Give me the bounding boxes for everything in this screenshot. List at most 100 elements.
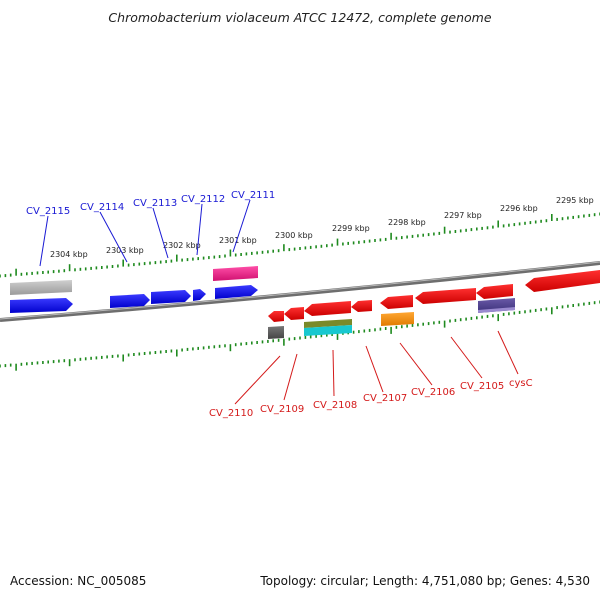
tick-label: 2297 kbp bbox=[444, 211, 482, 220]
gene-label[interactable]: cysC bbox=[509, 378, 533, 389]
gene-arrow-cv2109[interactable] bbox=[284, 307, 304, 320]
gene-label[interactable]: CV_2108 bbox=[313, 400, 357, 411]
gene-label[interactable]: CV_2115 bbox=[26, 206, 70, 217]
minor-tick bbox=[42, 271, 44, 274]
minor-tick bbox=[492, 314, 494, 318]
minor-tick bbox=[545, 307, 548, 311]
leader-line bbox=[450, 336, 483, 379]
minor-tick bbox=[101, 355, 103, 359]
minor-tick bbox=[4, 364, 7, 368]
major-tick bbox=[283, 244, 285, 252]
gene-arrow-cv2107[interactable] bbox=[351, 300, 372, 312]
leader-line bbox=[39, 215, 49, 267]
minor-tick bbox=[449, 230, 451, 234]
minor-tick bbox=[127, 263, 130, 267]
minor-tick bbox=[309, 245, 312, 249]
gene-arrow-cv2110[interactable] bbox=[268, 311, 284, 322]
minor-tick bbox=[384, 327, 387, 330]
minor-tick bbox=[417, 323, 419, 327]
minor-tick bbox=[240, 342, 242, 346]
minor-tick bbox=[63, 359, 66, 363]
minor-tick bbox=[384, 237, 387, 241]
minor-tick bbox=[36, 361, 39, 365]
gene-label[interactable]: CV_2110 bbox=[209, 408, 253, 419]
minor-tick bbox=[224, 344, 226, 348]
gene-label[interactable]: CV_2111 bbox=[231, 190, 275, 201]
minor-tick bbox=[202, 256, 205, 260]
minor-tick bbox=[459, 229, 462, 233]
minor-tick bbox=[0, 364, 1, 368]
minor-tick bbox=[508, 223, 510, 227]
minor-tick bbox=[304, 335, 307, 339]
minor-tick bbox=[309, 335, 312, 339]
minor-tick bbox=[422, 233, 424, 237]
forward-strand-features bbox=[10, 266, 258, 313]
gene-arrow-cv2114[interactable] bbox=[110, 294, 150, 308]
gene-feature-orange[interactable] bbox=[381, 312, 414, 326]
gene-label[interactable]: CV_2107 bbox=[363, 393, 407, 404]
minor-tick bbox=[272, 249, 274, 253]
gene-label[interactable]: CV_2109 bbox=[260, 404, 304, 415]
gene-arrow-cysc[interactable] bbox=[476, 284, 513, 299]
gene-arrow-cv2113[interactable] bbox=[151, 290, 191, 304]
reverse-strand-features bbox=[268, 270, 600, 339]
minor-tick bbox=[213, 255, 216, 259]
gene-feature-pink[interactable] bbox=[213, 266, 258, 281]
minor-tick bbox=[433, 232, 435, 236]
gene-label[interactable]: CV_2105 bbox=[460, 381, 504, 392]
gene-arrow-cv2111[interactable] bbox=[215, 285, 258, 299]
minor-tick bbox=[234, 343, 237, 347]
major-tick bbox=[122, 259, 124, 267]
minor-tick bbox=[293, 247, 296, 251]
minor-tick bbox=[331, 243, 333, 247]
minor-tick bbox=[593, 213, 596, 217]
minor-tick bbox=[149, 261, 151, 265]
major-tick bbox=[390, 326, 392, 334]
minor-tick bbox=[486, 314, 489, 318]
gene-arrow-cv2106[interactable] bbox=[380, 295, 413, 309]
gene-label[interactable]: CV_2114 bbox=[80, 202, 124, 213]
genome-backbone bbox=[0, 261, 600, 322]
minor-tick bbox=[170, 259, 173, 263]
minor-tick bbox=[529, 309, 532, 313]
minor-tick bbox=[47, 360, 49, 364]
minor-tick bbox=[213, 345, 216, 349]
minor-tick bbox=[90, 356, 92, 360]
leader-line bbox=[99, 211, 128, 263]
minor-tick bbox=[79, 267, 82, 271]
gene-label[interactable]: CV_2112 bbox=[181, 194, 225, 205]
gene-label[interactable]: CV_2106 bbox=[411, 387, 455, 398]
gene-arrow-cv2105[interactable] bbox=[415, 288, 476, 304]
gene-feature-gray[interactable] bbox=[10, 280, 72, 295]
gene-arrow-cv2115[interactable] bbox=[10, 298, 73, 313]
major-tick bbox=[229, 344, 232, 352]
minor-tick bbox=[31, 361, 33, 365]
minor-tick bbox=[58, 359, 60, 363]
minor-tick bbox=[170, 349, 173, 353]
minor-tick bbox=[374, 239, 376, 242]
minor-tick bbox=[320, 244, 323, 248]
minor-tick bbox=[470, 316, 473, 320]
gene-feature-purple-highlight bbox=[478, 307, 515, 313]
major-tick bbox=[336, 332, 339, 340]
gene-label[interactable]: CV_2113 bbox=[133, 198, 177, 209]
major-tick bbox=[497, 220, 499, 228]
minor-tick bbox=[138, 352, 141, 356]
genome-summary-text: Topology: circular; Length: 4,751,080 bp… bbox=[259, 574, 590, 588]
gene-feature-dark[interactable] bbox=[268, 326, 284, 339]
minor-tick bbox=[224, 254, 226, 258]
leader-line bbox=[234, 355, 281, 405]
gene-feature-cyan[interactable] bbox=[304, 325, 352, 336]
gene-arrow-partial[interactable] bbox=[525, 270, 600, 292]
minor-tick bbox=[449, 319, 451, 323]
minor-tick bbox=[133, 353, 135, 356]
minor-tick bbox=[26, 362, 28, 366]
accession-text: Accession: NC_005085 bbox=[10, 574, 146, 588]
gene-arrow-cv2108[interactable] bbox=[304, 301, 351, 316]
minor-tick bbox=[470, 228, 473, 232]
tick-label: 2296 kbp bbox=[500, 204, 538, 213]
minor-tick bbox=[315, 245, 317, 249]
minor-tick bbox=[518, 222, 521, 226]
tick-label: 2295 kbp bbox=[556, 196, 594, 205]
gene-arrow-cv2112[interactable] bbox=[193, 289, 206, 301]
